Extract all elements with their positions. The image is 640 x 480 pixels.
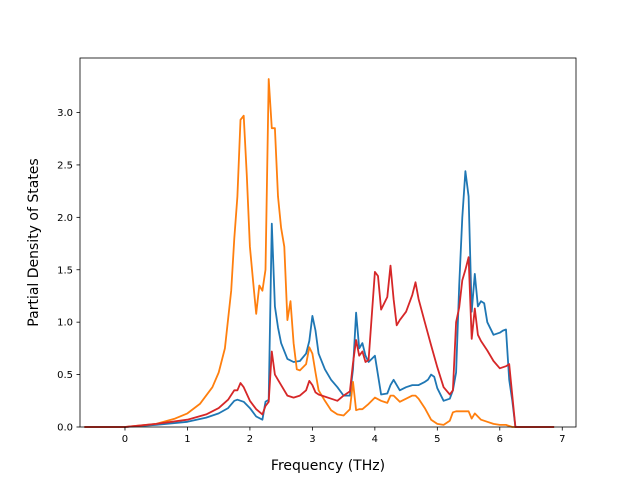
- y-tick-label: 2.0: [57, 213, 73, 224]
- x-tick-label: 5: [434, 434, 440, 445]
- x-tick-label: 4: [372, 434, 378, 445]
- y-tick-label: 0.0: [57, 423, 73, 434]
- y-tick-label: 1.0: [57, 318, 73, 329]
- y-tick-label: 0.5: [57, 370, 73, 381]
- x-tick-label: 2: [247, 434, 253, 445]
- y-ticks: 0.0 0.5 1.0 1.5 2.0 2.5 3.0: [57, 108, 80, 434]
- series-line-2: [84, 78, 555, 428]
- x-tick-label: 6: [497, 434, 503, 445]
- x-tick-label: 1: [184, 434, 190, 445]
- x-ticks: 0 1 2 3 4 5 6 7: [122, 427, 565, 445]
- y-tick-label: 1.5: [57, 265, 73, 276]
- x-axis-label: Frequency (THz): [271, 458, 385, 474]
- axes-frame: [79, 57, 577, 428]
- series-line-1: [84, 170, 555, 428]
- y-tick-label: 2.5: [57, 160, 73, 171]
- x-tick-label: 0: [122, 434, 128, 445]
- y-tick-label: 3.0: [57, 108, 73, 119]
- y-axis-label: Partial Density of States: [26, 158, 42, 326]
- x-tick-label: 3: [309, 434, 315, 445]
- series-layer: [84, 78, 555, 428]
- x-tick-label: 7: [559, 434, 565, 445]
- series-line-3: [84, 256, 555, 428]
